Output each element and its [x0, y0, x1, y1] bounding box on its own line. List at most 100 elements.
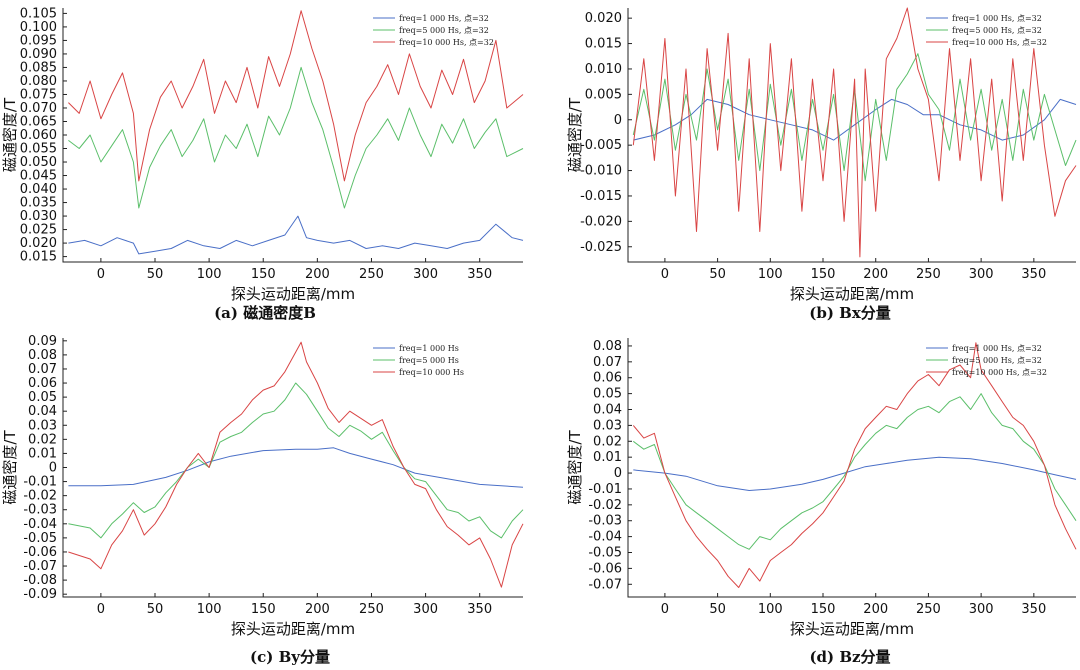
y-tick-label: 0.050	[20, 155, 57, 170]
x-tick-label: 50	[147, 602, 164, 617]
legend-entry: freq=1 000 Hs, 点=32	[952, 14, 1042, 23]
y-tick-label: 0.020	[20, 236, 57, 251]
legend-entry: freq=5 000 Hs, 点=32	[952, 356, 1042, 365]
y-tick-label: 0.06	[28, 376, 57, 391]
y-tick-label: 0.075	[20, 87, 57, 102]
axis-frame	[627, 8, 1076, 263]
x-tick-label: 0	[97, 267, 105, 282]
y-tick-label: 0.01	[593, 450, 622, 465]
y-tick-label: -0.020	[580, 214, 622, 229]
series-line-2	[68, 382, 524, 539]
y-tick-label: 0.01	[28, 446, 57, 461]
x-tick-label: 100	[197, 602, 222, 617]
y-tick-label: 0.055	[20, 142, 57, 157]
y-tick-label: -0.010	[580, 164, 622, 179]
panel-caption: (d) Bz分量	[809, 648, 890, 666]
x-axis-label: 探头运动距离/mm	[790, 620, 914, 638]
x-tick-label: 150	[811, 602, 836, 617]
x-tick-label: 350	[1021, 602, 1046, 617]
y-axis-label: 磁通密度/T	[1, 430, 19, 505]
x-tick-label: 250	[916, 602, 941, 617]
x-tick-label: 150	[251, 602, 276, 617]
y-tick-label: 0.105	[20, 6, 57, 21]
y-tick-label: 0.04	[28, 404, 57, 419]
y-tick-label: 0.03	[593, 418, 622, 433]
y-tick-label: -0.08	[23, 573, 57, 588]
y-tick-label: 0.020	[585, 11, 622, 26]
y-tick-label: 0.035	[20, 196, 57, 211]
x-tick-label: 250	[359, 267, 384, 282]
legend-entry: freq=10 000 Hs, 点=32	[952, 368, 1047, 377]
x-tick-label: 0	[661, 267, 669, 282]
y-tick-label: 0.080	[20, 74, 57, 89]
y-tick-label: -0.09	[23, 587, 57, 602]
x-tick-label: 200	[305, 602, 330, 617]
y-tick-label: -0.07	[588, 577, 622, 592]
y-tick-label: 0.05	[28, 390, 57, 405]
x-tick-label: 100	[758, 602, 783, 617]
legend-entry: freq=10 000 Hs, 点=32	[952, 38, 1047, 47]
series-line-1	[68, 215, 524, 255]
legend-entry: freq=1 000 Hs	[399, 344, 459, 353]
x-tick-label: 350	[467, 602, 492, 617]
panel-caption: (c) By分量	[250, 648, 330, 666]
series-line-2	[632, 53, 1077, 182]
x-axis-label: 探头运动距离/mm	[790, 285, 914, 303]
x-tick-label: 150	[811, 267, 836, 282]
y-tick-label: 0.08	[28, 348, 57, 363]
y-tick-label: -0.05	[23, 531, 57, 546]
legend-entry: freq=1 000 Hs, 点=32	[399, 14, 489, 23]
y-axis-label: 磁通密度/T	[566, 430, 584, 505]
y-tick-label: 0.04	[593, 403, 622, 418]
y-tick-label: -0.03	[23, 503, 57, 518]
x-tick-label: 50	[709, 267, 726, 282]
x-tick-label: 300	[969, 267, 994, 282]
legend-entry: freq=5 000 Hs	[399, 356, 459, 365]
series-line-3	[632, 7, 1077, 258]
series-line-3	[632, 342, 1077, 588]
chart-panel-d: 0.080.070.060.050.040.030.020.010-0.01-0…	[566, 338, 1077, 666]
y-tick-label: 0.02	[593, 434, 622, 449]
y-tick-label: 0.015	[585, 37, 622, 52]
y-tick-label: 0.090	[20, 47, 57, 62]
y-tick-label: 0.05	[593, 387, 622, 402]
y-tick-label: 0	[49, 461, 57, 476]
y-tick-label: -0.03	[588, 514, 622, 529]
axis-frame	[62, 338, 523, 598]
series-line-1	[68, 447, 524, 488]
x-tick-label: 100	[197, 267, 222, 282]
y-tick-label: -0.02	[588, 498, 622, 513]
chart-panel-a: 0.0150.0200.0250.0300.0350.0400.0450.050…	[1, 6, 524, 322]
y-tick-label: 0.02	[28, 432, 57, 447]
x-tick-label: 150	[251, 267, 276, 282]
y-tick-label: -0.02	[23, 489, 57, 504]
x-tick-label: 200	[863, 267, 888, 282]
y-tick-label: 0.100	[20, 20, 57, 35]
y-axis-label: 磁通密度/T	[566, 97, 584, 172]
y-tick-label: 0.045	[20, 169, 57, 184]
series-line-3	[68, 10, 524, 182]
y-tick-label: -0.01	[588, 482, 622, 497]
x-tick-label: 200	[305, 267, 330, 282]
x-tick-label: 300	[413, 602, 438, 617]
y-tick-label: 0.08	[593, 339, 622, 354]
series-line-3	[68, 341, 524, 588]
legend-entry: freq=10 000 Hs	[399, 368, 464, 377]
y-axis-label: 磁通密度/T	[1, 97, 19, 172]
x-tick-label: 250	[916, 267, 941, 282]
y-tick-label: 0.07	[593, 355, 622, 370]
series-line-1	[633, 456, 1077, 491]
y-tick-label: 0.09	[28, 334, 57, 349]
y-tick-label: -0.015	[580, 189, 622, 204]
x-tick-label: 300	[413, 267, 438, 282]
y-tick-label: -0.025	[580, 240, 622, 255]
x-tick-label: 0	[97, 602, 105, 617]
y-tick-label: -0.04	[588, 530, 622, 545]
legend-entry: freq=1 000 Hs, 点=32	[952, 344, 1042, 353]
y-tick-label: 0.03	[28, 418, 57, 433]
legend-entry: freq=5 000 Hs, 点=32	[952, 26, 1042, 35]
legend-entry: freq=10 000 Hs, 点=32	[399, 38, 494, 47]
x-axis-label: 探头运动距离/mm	[231, 285, 355, 303]
y-tick-label: 0	[614, 113, 622, 128]
y-tick-label: 0.025	[20, 223, 57, 238]
